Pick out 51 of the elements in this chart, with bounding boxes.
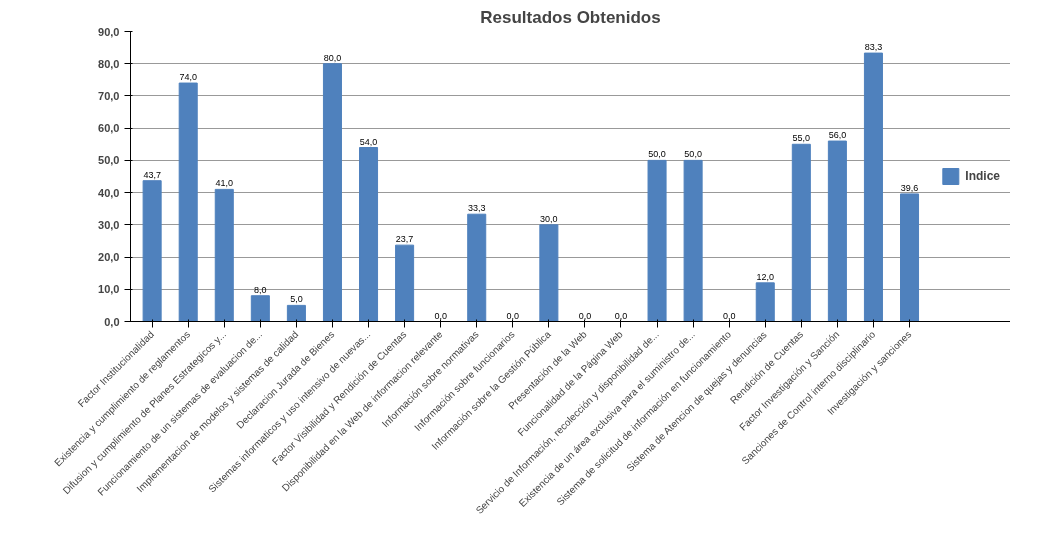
bar [359, 147, 379, 322]
bar [755, 282, 775, 322]
data-label: 0,0 [578, 310, 592, 321]
bar [900, 193, 920, 322]
bar [467, 213, 487, 322]
bar [395, 244, 415, 322]
y-tick-label: 10,0 [98, 283, 120, 296]
data-label: 0,0 [434, 310, 447, 321]
data-label: 5,0 [290, 294, 303, 305]
data-label: 39,6 [900, 182, 919, 193]
bar [142, 180, 162, 322]
bar [683, 159, 703, 322]
data-label: 0,0 [722, 310, 736, 321]
bar [863, 52, 883, 322]
data-label: 80,0 [323, 52, 342, 63]
data-label: 43,7 [143, 169, 161, 180]
y-tick-label: 30,0 [98, 218, 120, 231]
bar [250, 295, 270, 322]
data-label: 55,0 [792, 133, 811, 144]
y-tick-label: 80,0 [98, 57, 120, 70]
y-tick-label: 60,0 [98, 122, 120, 135]
bar [178, 82, 198, 322]
data-label: 23,7 [395, 234, 414, 245]
data-label: 33,3 [467, 203, 486, 214]
data-label: 54,0 [359, 136, 378, 147]
data-label: 12,0 [756, 271, 775, 282]
bar [539, 224, 559, 322]
y-tick-label: 20,0 [98, 251, 120, 264]
data-label: 30,0 [540, 213, 558, 224]
legend-label: Indice [965, 169, 1000, 183]
bar [214, 188, 234, 322]
y-tick-label: 50,0 [98, 154, 120, 167]
data-label: 50,0 [684, 149, 702, 160]
y-tick-label: 90,0 [98, 25, 120, 38]
data-label: 8,0 [254, 284, 267, 295]
bar [827, 140, 847, 322]
data-label: 74,0 [179, 72, 197, 83]
bar [791, 143, 811, 322]
y-tick-label: 0,0 [104, 315, 120, 328]
y-tick-label: 70,0 [98, 89, 120, 102]
data-label: 56,0 [828, 130, 847, 141]
y-tick-label: 40,0 [98, 186, 120, 199]
data-label: 41,0 [215, 178, 234, 189]
bar [286, 304, 306, 322]
data-label: 50,0 [648, 149, 666, 160]
bar [322, 63, 342, 322]
data-label: 0,0 [614, 310, 628, 321]
data-label: 83,3 [864, 42, 883, 53]
data-label: 0,0 [506, 310, 520, 321]
bar [647, 159, 667, 322]
chart-title: Resultados Obtenidos [480, 7, 661, 27]
